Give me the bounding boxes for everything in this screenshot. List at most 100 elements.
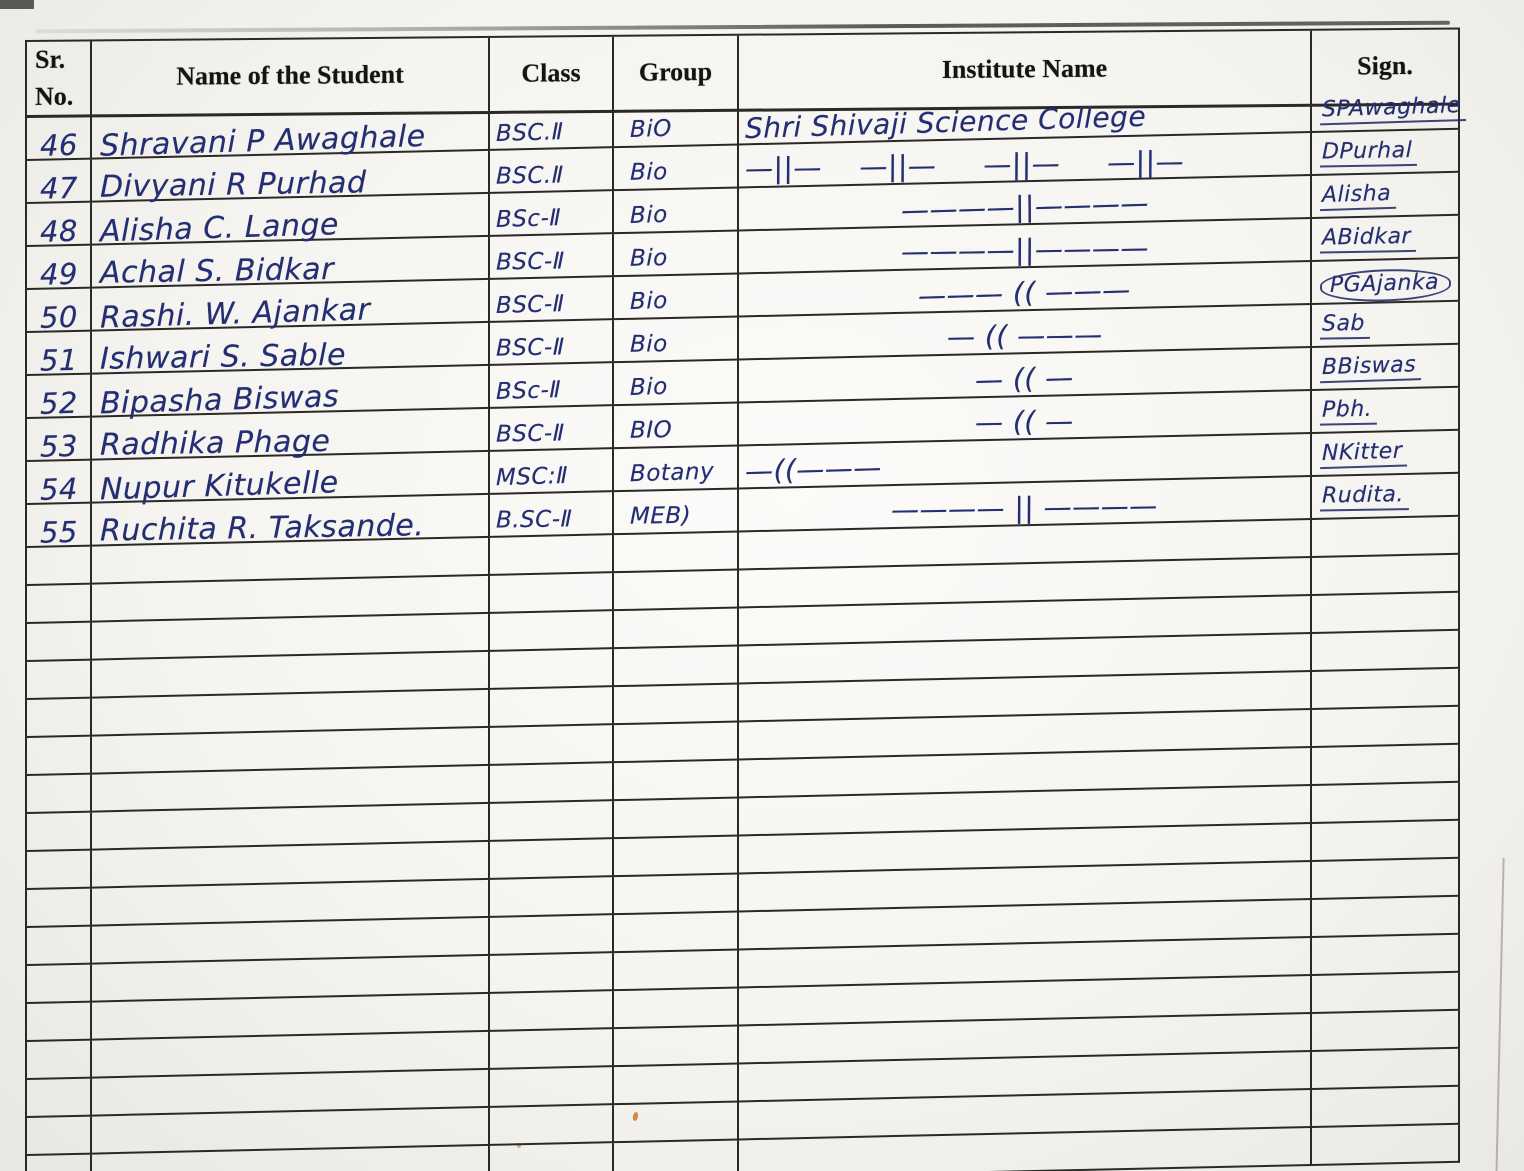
signature-handwriting: PGAjanka bbox=[1319, 267, 1452, 304]
empty-cell-class bbox=[490, 535, 614, 576]
handwriting-sr: 50 bbox=[39, 299, 78, 335]
empty-cell-sr bbox=[27, 660, 92, 700]
empty-cell-group bbox=[614, 1140, 739, 1171]
empty-cell-sr bbox=[27, 698, 92, 738]
handwriting-name: Ruchita R. Taksande. bbox=[99, 508, 425, 549]
empty-cell-class bbox=[490, 801, 614, 842]
empty-cell-class bbox=[490, 991, 614, 1032]
empty-cell-sign bbox=[1312, 896, 1460, 938]
cell-sign: Pbh. bbox=[1312, 387, 1460, 434]
empty-cell-sign bbox=[1312, 1048, 1460, 1090]
empty-cell-class bbox=[490, 915, 614, 956]
cell-sr: 48 bbox=[27, 202, 92, 249]
handwriting-group: Bio bbox=[629, 245, 668, 272]
empty-cell-group bbox=[614, 798, 739, 840]
handwriting-name: Nupur Kitukelle bbox=[99, 465, 339, 508]
cell-class: B.SC-Ⅱ bbox=[490, 492, 614, 538]
handwriting-name: Ishwari S. Sable bbox=[99, 337, 347, 377]
ink-fleck bbox=[517, 1143, 521, 1148]
empty-cell-class bbox=[490, 1067, 614, 1108]
cell-group: Bio bbox=[614, 145, 739, 192]
handwriting-group: Bio bbox=[629, 287, 668, 315]
handwriting-class: BSC-Ⅱ bbox=[495, 248, 565, 276]
empty-cell-sign bbox=[1312, 820, 1460, 862]
empty-cell-class bbox=[490, 1143, 614, 1171]
signature-handwriting: Pbh. bbox=[1319, 397, 1378, 426]
empty-cell-sign bbox=[1312, 1124, 1460, 1166]
handwriting-group: Bio bbox=[629, 159, 668, 186]
cell-sign: BBiswas bbox=[1312, 344, 1460, 391]
header-student-name: Name of the Student bbox=[92, 37, 490, 118]
handwriting-sr: 53 bbox=[39, 428, 78, 464]
cell-class: MSC:Ⅱ bbox=[490, 449, 614, 495]
cell-sign: SPAwaghale bbox=[1312, 86, 1466, 133]
cell-sr: 52 bbox=[27, 374, 92, 421]
empty-cell-group bbox=[614, 912, 739, 954]
cell-sr: 51 bbox=[27, 331, 92, 378]
cell-class: BSC-Ⅱ bbox=[490, 277, 614, 323]
cell-class: BSC.Ⅱ bbox=[490, 148, 614, 194]
empty-cell-group bbox=[614, 570, 739, 612]
empty-cell-class bbox=[490, 1105, 614, 1146]
handwriting-class: BSc-Ⅱ bbox=[495, 377, 562, 406]
handwriting-institute: ————||———— bbox=[900, 231, 1149, 269]
handwriting-institute: — (( ——— bbox=[946, 317, 1103, 354]
signature-handwriting: ABidkar bbox=[1319, 224, 1417, 254]
handwriting-group: BIO bbox=[629, 417, 673, 444]
empty-cell-group bbox=[614, 646, 739, 688]
handwriting-class: BSC-Ⅱ bbox=[495, 334, 565, 362]
empty-cell-group bbox=[614, 1064, 739, 1106]
handwriting-institute: — (( — bbox=[975, 404, 1074, 440]
empty-cell-group bbox=[614, 950, 739, 992]
signature-handwriting: Alisha bbox=[1319, 181, 1397, 212]
handwriting-institute: ——— (( ——— bbox=[918, 272, 1131, 313]
empty-cell-group bbox=[614, 874, 739, 916]
signature-handwriting: BBiswas bbox=[1319, 352, 1422, 384]
handwriting-class: BSC.Ⅱ bbox=[495, 118, 564, 148]
handwriting-group: MEB) bbox=[629, 502, 692, 530]
cell-sr: 53 bbox=[27, 417, 92, 464]
cell-group: Botany bbox=[614, 446, 739, 493]
empty-cell-sr bbox=[27, 1078, 92, 1118]
handwriting-institute: —||— —||— —||— —||— bbox=[744, 144, 1185, 186]
empty-cell-sign bbox=[1312, 972, 1460, 1014]
signature-handwriting: DPurhal bbox=[1319, 138, 1418, 168]
cell-class: BSC.Ⅱ bbox=[490, 105, 614, 151]
empty-cell-group bbox=[614, 1102, 739, 1144]
signature-handwriting: Rudita. bbox=[1319, 482, 1409, 512]
cell-class: BSC-Ⅱ bbox=[490, 320, 614, 366]
cell-group: Bio bbox=[614, 274, 739, 321]
cell-class: BSc-Ⅱ bbox=[490, 191, 614, 237]
empty-cell-sign bbox=[1312, 782, 1460, 824]
empty-cell-sr bbox=[27, 812, 92, 852]
handwriting-name: Achal S. Bidkar bbox=[99, 251, 335, 291]
handwriting-name: Rashi. W. Ajankar bbox=[99, 292, 371, 336]
cell-sign: PGAjanka bbox=[1312, 258, 1460, 305]
empty-cell-sign bbox=[1312, 858, 1460, 900]
table-body: 46 Shravani P Awaghale BSC.Ⅱ BiO Shri Shivaj… bbox=[27, 86, 1466, 1171]
cell-sign: ABidkar bbox=[1312, 215, 1460, 262]
handwriting-name: Bipasha Biswas bbox=[99, 379, 340, 422]
handwriting-class: BSc-Ⅱ bbox=[495, 205, 562, 234]
handwriting-sr: 48 bbox=[39, 213, 78, 249]
empty-cell-group bbox=[614, 608, 739, 650]
empty-cell-sr bbox=[27, 1154, 92, 1171]
cell-group: Bio bbox=[614, 360, 739, 407]
handwriting-institute: —((——— bbox=[744, 450, 882, 488]
empty-cell-class bbox=[490, 687, 614, 728]
handwriting-sr: 49 bbox=[39, 256, 78, 292]
handwriting-class: BSC-Ⅱ bbox=[495, 290, 565, 320]
header-class: Class bbox=[490, 36, 614, 114]
signature-handwriting: SPAwaghale bbox=[1319, 93, 1466, 126]
empty-cell-sr bbox=[27, 926, 92, 966]
empty-cell-sr bbox=[27, 1040, 92, 1080]
empty-cell-sign bbox=[1312, 1010, 1460, 1052]
empty-cell-group bbox=[614, 760, 739, 802]
empty-cell-sign bbox=[1312, 706, 1460, 748]
handwriting-institute: ————||———— bbox=[900, 186, 1149, 228]
header-group: Group bbox=[614, 35, 739, 113]
attendance-table: Sr. No. Name of the Student Class Group … bbox=[25, 27, 1466, 1171]
cell-sign: Alisha bbox=[1312, 172, 1460, 219]
empty-cell-sign bbox=[1312, 934, 1460, 976]
handwriting-group: Bio bbox=[629, 201, 668, 229]
